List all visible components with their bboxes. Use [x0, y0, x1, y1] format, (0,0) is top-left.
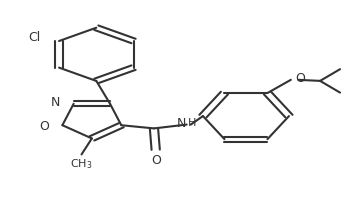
- Text: N: N: [176, 117, 186, 130]
- Text: O: O: [151, 154, 161, 167]
- Text: O: O: [40, 120, 49, 133]
- Text: O: O: [295, 72, 305, 85]
- Text: N: N: [51, 96, 61, 109]
- Text: CH$_3$: CH$_3$: [70, 157, 93, 171]
- Text: Cl: Cl: [28, 31, 40, 44]
- Text: H: H: [189, 118, 197, 128]
